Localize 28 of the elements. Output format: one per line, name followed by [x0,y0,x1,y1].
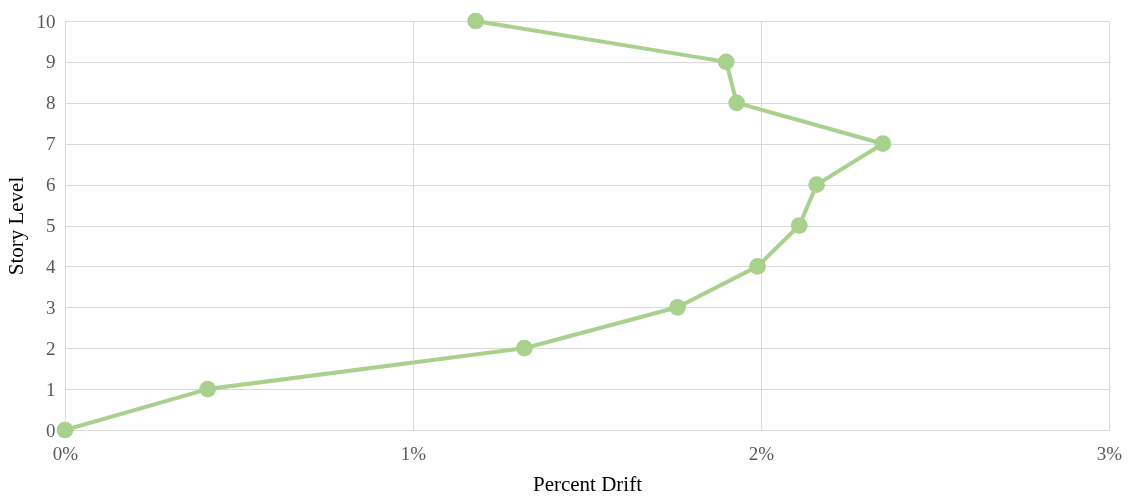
point [808,176,826,193]
point [749,258,766,275]
point [515,339,533,357]
y-tick-label: 10 [36,10,56,32]
point [56,421,74,439]
point [790,217,808,234]
y-tick-label: 2 [46,337,56,359]
y-tick-label: 3 [46,296,56,318]
y-tick-label: 6 [46,174,56,196]
point [467,12,485,30]
y-tick-label: 0 [46,419,56,441]
y-tick-label: 8 [46,92,56,114]
y-tick-label: 4 [46,255,56,277]
y-tick-label: 1 [46,378,56,400]
point [717,53,735,71]
x-tick-label: 2% [748,442,775,464]
point [728,94,746,112]
y-tick-label: 5 [46,215,56,236]
y-tick-label: 9 [46,51,56,73]
point [874,135,892,153]
x-tick-label: 1% [400,442,427,464]
y-tick-label: 7 [46,133,56,155]
point [199,380,217,398]
y-axis-title: Story Level [3,176,28,276]
x-axis-title: Percent Drift [532,471,643,496]
point [669,298,686,316]
x-tick-label: 0% [52,442,79,464]
x-tick-label: 3% [1096,442,1123,464]
